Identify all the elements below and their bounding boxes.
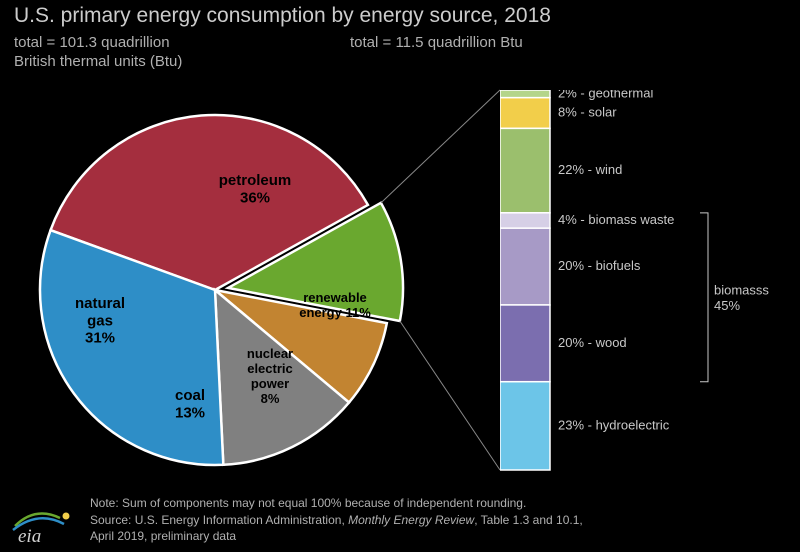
bar-label-biofuels: 20% - biofuels [558, 258, 641, 273]
pie-chart: petroleum36%renewableenergy 11%nuclearel… [25, 90, 455, 490]
footnote: Note: Sum of components may not equal 10… [90, 495, 583, 544]
subtitle-left-2: British thermal units (Btu) [14, 53, 182, 70]
bar-label-solar: 8% - solar [558, 104, 617, 119]
subtitle-right: total = 11.5 quadrillion Btu [350, 34, 523, 51]
bar-seg-biofuels [500, 228, 550, 305]
eia-logo: eia [10, 504, 80, 544]
subtitle-left: total = 101.3 quadrillion British therma… [14, 34, 182, 72]
pie-label-coal: coal13% [175, 387, 205, 421]
note-line-3: April 2019, preliminary data [90, 529, 236, 543]
bar-label-wood: 20% - wood [558, 335, 627, 350]
svg-text:eia: eia [18, 526, 41, 544]
pie-label-renewable: renewableenergy 11% [299, 290, 371, 320]
note-line-2: Source: U.S. Energy Information Administ… [90, 513, 583, 527]
biomass-bracket-label: biomasss45% [714, 283, 769, 314]
renewable-breakdown-bar: 2% - geothermal 8% - solar 22% - wind 4% - … [500, 90, 800, 490]
bar-label-geothermal: 2% - geothermal [558, 90, 653, 100]
bar-seg-hydroelectric [500, 382, 550, 470]
note-line-1: Note: Sum of components may not equal 10… [90, 496, 526, 510]
bar-seg-wood [500, 305, 550, 382]
bar-seg-biomass_waste [500, 213, 550, 228]
bar-label-hydroelectric: 23% - hydroelectric [558, 417, 670, 432]
bar-seg-wind [500, 128, 550, 212]
bar-label-biomass_waste: 4% - biomass waste [558, 212, 674, 227]
biomass-bracket [700, 213, 708, 382]
bar-seg-geothermal [500, 90, 550, 98]
bar-label-wind: 22% - wind [558, 162, 622, 177]
chart-title: U.S. primary energy consumption by energ… [14, 4, 551, 28]
subtitle-left-1: total = 101.3 quadrillion [14, 34, 170, 51]
bar-seg-solar [500, 98, 550, 129]
